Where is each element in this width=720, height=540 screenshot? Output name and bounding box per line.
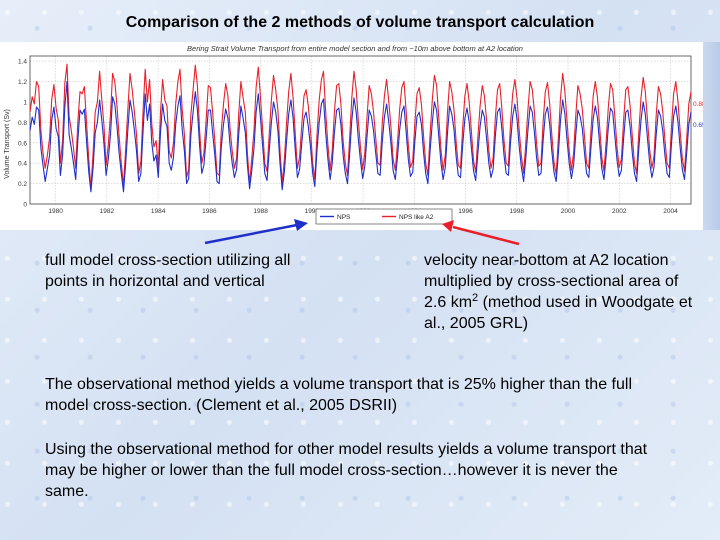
transport-chart: Bering Strait Volume Transport from enti… bbox=[4, 44, 703, 225]
x-tick-label: 1998 bbox=[510, 208, 525, 215]
y-tick-label: 1 bbox=[23, 99, 27, 106]
chart-title: Bering Strait Volume Transport from enti… bbox=[187, 44, 523, 53]
x-tick-label: 1996 bbox=[458, 208, 473, 215]
x-tick-label: 1988 bbox=[253, 208, 268, 215]
series-line-nps-like-a2 bbox=[29, 63, 692, 190]
legend: NPS NPS like A2 bbox=[315, 208, 453, 225]
x-tick-label: 2002 bbox=[612, 208, 627, 215]
series-end-label: 0.6544 bbox=[693, 122, 703, 129]
tick-labels: 0 0.2 0.4 0.6 0.8 1 1.2 1.4 1980 1982 1984 1986 1988… bbox=[18, 59, 678, 215]
series-lines bbox=[29, 63, 692, 193]
note-text-end: (method used in Woodgate et al., 2005 GR… bbox=[424, 294, 693, 332]
legend-label: NPS like A2 bbox=[399, 214, 434, 221]
superscript-2: 2 bbox=[472, 292, 479, 304]
y-tick-label: 0.4 bbox=[18, 161, 27, 168]
x-tick-label: 1990 bbox=[305, 208, 320, 215]
y-tick-label: 0.6 bbox=[18, 140, 27, 147]
full-model-note: full model cross-section utilizing all p… bbox=[45, 252, 291, 290]
finding-paragraph: The observational method yields a volume… bbox=[45, 376, 632, 414]
observational-method-note: velocity near-bottom at A2 location mult… bbox=[424, 250, 694, 334]
x-tick-label: 1986 bbox=[202, 208, 217, 215]
side-strip bbox=[703, 42, 720, 230]
note-text-start: velocity near-bottom at A2 location mult… bbox=[424, 252, 679, 311]
x-tick-label: 2004 bbox=[663, 208, 678, 215]
chart-figure: Bering Strait Volume Transport from enti… bbox=[0, 42, 703, 230]
y-tick-label: 1.2 bbox=[18, 79, 27, 86]
series-line-nps bbox=[29, 80, 692, 193]
x-tick-label: 1984 bbox=[151, 208, 166, 215]
series-end-label: 0.8866 bbox=[693, 101, 703, 108]
end-labels: 0.8866 0.6544 bbox=[693, 101, 703, 129]
y-tick-label: 0 bbox=[23, 202, 27, 209]
x-tick-label: 2000 bbox=[561, 208, 576, 215]
y-tick-label: 0.8 bbox=[18, 120, 27, 127]
x-tick-label: 1980 bbox=[48, 208, 63, 215]
legend-label: NPS bbox=[337, 214, 351, 221]
y-tick-label: 0.2 bbox=[18, 181, 27, 188]
conclusion-paragraph: Using the observational method for other… bbox=[45, 441, 648, 500]
slide-title: Comparison of the 2 methods of volume tr… bbox=[125, 14, 595, 31]
x-tick-label: 1982 bbox=[100, 208, 115, 215]
y-axis-label: Volume Transport (Sv) bbox=[4, 109, 11, 179]
y-tick-label: 1.4 bbox=[18, 59, 27, 66]
